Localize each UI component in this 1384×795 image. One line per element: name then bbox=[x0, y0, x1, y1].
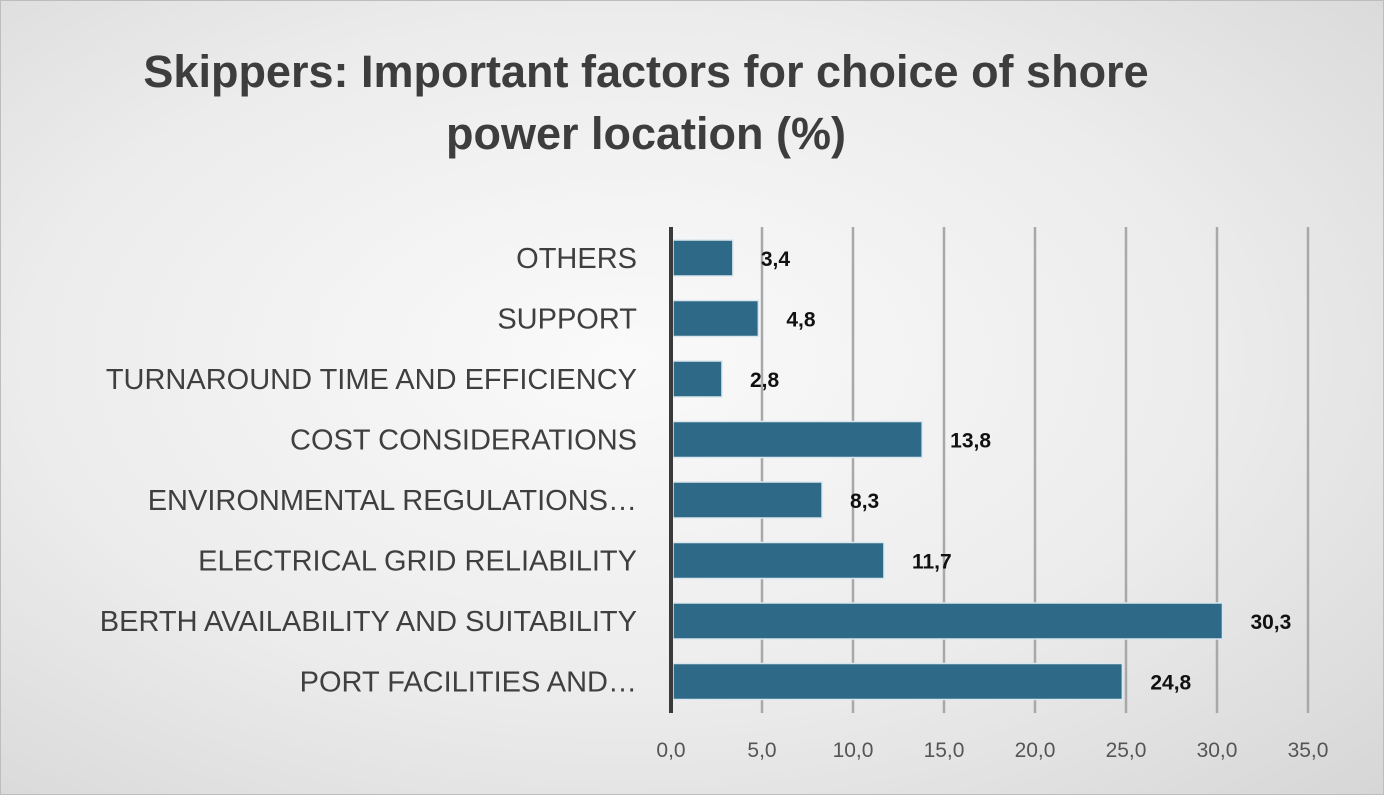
category-label: TURNAROUND TIME AND EFFICIENCY bbox=[106, 364, 637, 396]
chart-title: Skippers: Important factors for choice o… bbox=[143, 46, 1149, 159]
bar-others bbox=[672, 239, 734, 277]
gridlines bbox=[760, 227, 1310, 713]
data-label: 11,7 bbox=[912, 551, 952, 574]
category-label: PORT FACILITIES AND… bbox=[300, 667, 637, 699]
x-tick-label: 5,0 bbox=[747, 739, 776, 762]
bar-electrical-grid-reliability bbox=[672, 541, 885, 580]
bar-environmental-regulations bbox=[672, 481, 823, 519]
data-label: 13,8 bbox=[950, 430, 991, 453]
x-tick-label: 15,0 bbox=[924, 739, 965, 762]
category-label: SUPPORT bbox=[497, 304, 637, 336]
x-tick-label: 35,0 bbox=[1288, 739, 1329, 762]
bar-port-facilities-and bbox=[672, 662, 1124, 701]
data-label: 4,8 bbox=[786, 309, 816, 332]
bar-support bbox=[672, 299, 760, 338]
bar-cost-considerations bbox=[672, 420, 923, 459]
data-label: 3,4 bbox=[761, 248, 791, 271]
data-label: 30,3 bbox=[1250, 611, 1291, 634]
bar-berth-availability-and-suitability bbox=[672, 602, 1224, 640]
data-label: 8,3 bbox=[850, 490, 879, 513]
category-label: COST CONSIDERATIONS bbox=[290, 425, 637, 457]
data-label: 2,8 bbox=[750, 369, 780, 392]
category-label: BERTH AVAILABILITY AND SUITABILITY bbox=[100, 606, 637, 638]
labels: 0,0 5,0 10,0 15,0 20,0 25,0 30,0 35,0 OTHERS 3,4 S… bbox=[100, 243, 1329, 762]
x-tick-label: 10,0 bbox=[833, 739, 874, 762]
category-label: ENVIRONMENTAL REGULATIONS… bbox=[148, 485, 637, 517]
x-tick-label: 25,0 bbox=[1106, 739, 1147, 762]
category-label: ELECTRICAL GRID RELIABILITY bbox=[198, 546, 637, 578]
x-tick-label: 30,0 bbox=[1197, 739, 1238, 762]
data-label: 24,8 bbox=[1150, 672, 1191, 695]
bar-turnaround-time-and-efficiency bbox=[672, 360, 723, 398]
category-label: OTHERS bbox=[516, 243, 637, 275]
x-tick-label: 0,0 bbox=[656, 739, 685, 762]
bars bbox=[672, 239, 1224, 701]
x-tick-label: 20,0 bbox=[1015, 739, 1056, 762]
